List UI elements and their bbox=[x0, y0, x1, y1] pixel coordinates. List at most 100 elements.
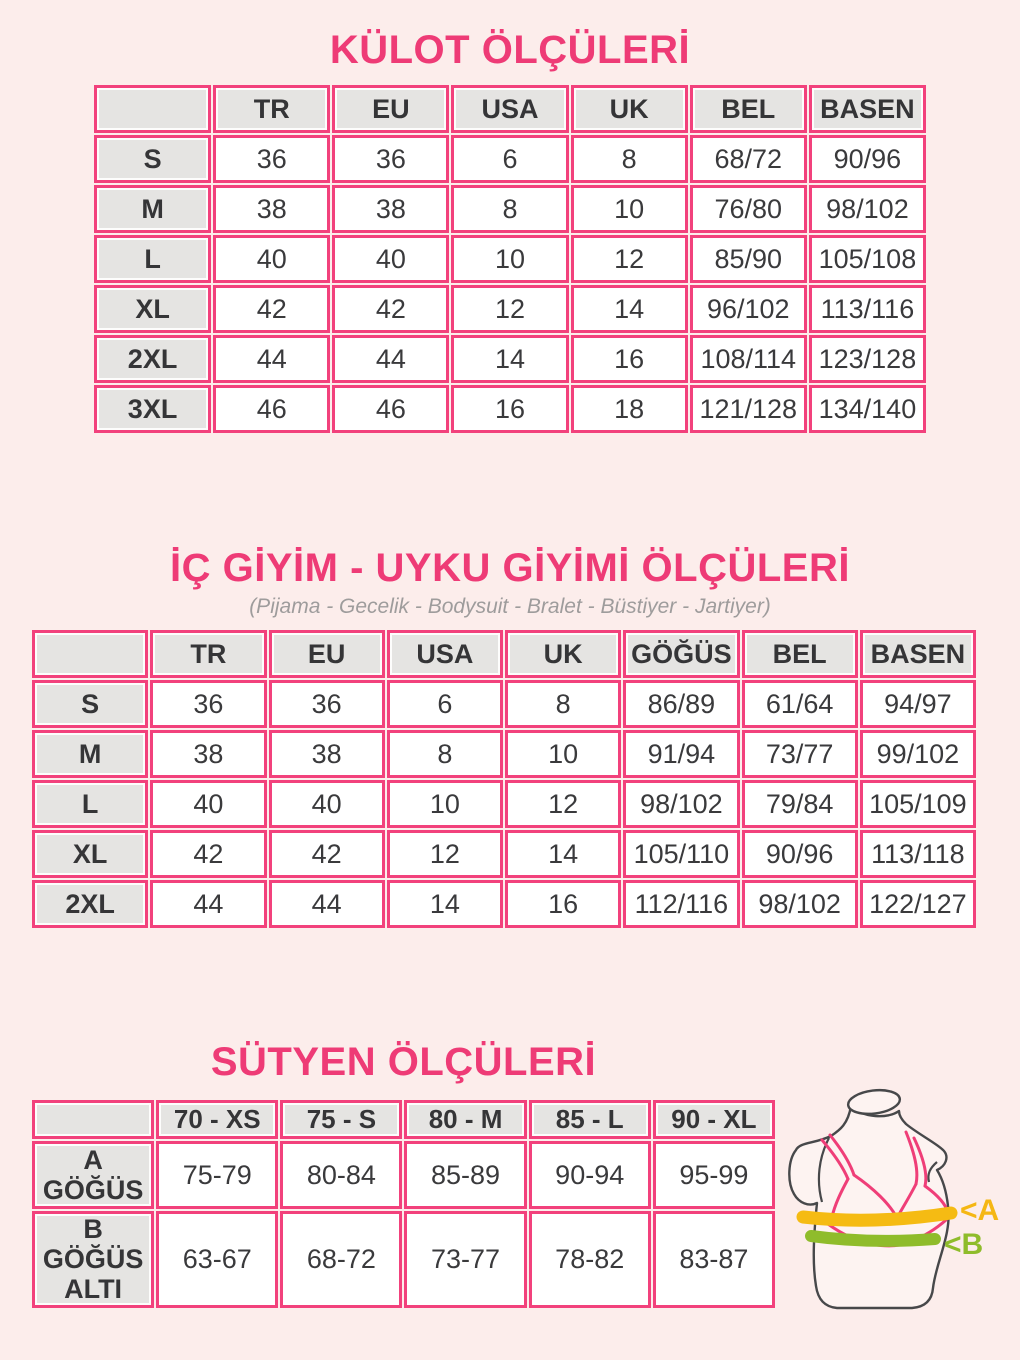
table-row: 3XL 46 46 16 18 121/128 134/140 bbox=[94, 385, 926, 433]
size-value-cell: 68/72 bbox=[689, 135, 807, 183]
size-value-cell: 12 bbox=[570, 235, 688, 283]
size-value-cell: 105/110 bbox=[623, 830, 740, 878]
size-value-cell: 73/77 bbox=[741, 730, 858, 778]
size-value-cell: 12 bbox=[451, 285, 569, 333]
column-header: GÖĞÜS bbox=[623, 630, 740, 678]
column-header: 80 - M bbox=[404, 1100, 527, 1139]
size-value-cell: 73-77 bbox=[404, 1211, 527, 1308]
size-value-cell: 38 bbox=[213, 185, 331, 233]
size-value-cell: 40 bbox=[268, 780, 385, 828]
table-row: M 38 38 8 10 76/80 98/102 bbox=[94, 185, 926, 233]
size-value-cell: 12 bbox=[386, 830, 503, 878]
size-value-cell: 61/64 bbox=[741, 680, 858, 728]
size-value-cell: 14 bbox=[386, 880, 503, 928]
size-value-cell: 105/108 bbox=[808, 235, 926, 283]
size-value-cell: 16 bbox=[570, 335, 688, 383]
corner-cell bbox=[94, 85, 212, 133]
size-value-cell: 44 bbox=[268, 880, 385, 928]
size-value-cell: 10 bbox=[570, 185, 688, 233]
column-header: 90 - XL bbox=[652, 1100, 775, 1139]
size-value-cell: 134/140 bbox=[808, 385, 926, 433]
size-value-cell: 98/102 bbox=[623, 780, 740, 828]
size-value-cell: 112/116 bbox=[623, 880, 740, 928]
size-value-cell: 42 bbox=[213, 285, 331, 333]
row-label: M bbox=[32, 730, 149, 778]
bust-band-a bbox=[796, 1206, 958, 1227]
size-value-cell: 95-99 bbox=[652, 1141, 775, 1209]
sutyen-section-title: SÜTYEN ÖLÇÜLERİ bbox=[210, 1040, 597, 1084]
size-value-cell: 98/102 bbox=[741, 880, 858, 928]
column-header: BASEN bbox=[808, 85, 926, 133]
column-header: 70 - XS bbox=[156, 1100, 279, 1139]
underbust-band-b bbox=[805, 1230, 941, 1247]
size-value-cell: 8 bbox=[386, 730, 503, 778]
size-value-cell: 14 bbox=[451, 335, 569, 383]
icgiyim-section-subtitle: (Pijama - Gecelik - Bodysuit - Bralet - … bbox=[249, 595, 771, 618]
column-header: UK bbox=[570, 85, 688, 133]
bra-measurement-figure: <A <B bbox=[788, 1088, 999, 1310]
size-value-cell: 105/109 bbox=[859, 780, 976, 828]
size-value-cell: 42 bbox=[268, 830, 385, 878]
icgiyim-size-table: TR EU USA UK GÖĞÜS BEL BASEN S 36 36 6 8 86/89 61/64 9… bbox=[30, 628, 978, 930]
row-label: 3XL bbox=[94, 385, 212, 433]
header-row: TR EU USA UK GÖĞÜS BEL BASEN bbox=[32, 630, 976, 678]
size-value-cell: 91/94 bbox=[623, 730, 740, 778]
size-value-cell: 14 bbox=[570, 285, 688, 333]
size-value-cell: 44 bbox=[332, 335, 450, 383]
size-value-cell: 94/97 bbox=[859, 680, 976, 728]
icgiyim-section-title: İÇ GİYİM - UYKU GİYİMİ ÖLÇÜLERİ bbox=[170, 546, 850, 590]
size-value-cell: 122/127 bbox=[859, 880, 976, 928]
size-value-cell: 8 bbox=[451, 185, 569, 233]
row-label: M bbox=[94, 185, 212, 233]
size-value-cell: 42 bbox=[150, 830, 267, 878]
kulot-size-table: TR EU USA UK BEL BASEN S 36 36 6 8 68/72 90/96 M 38 38 8… bbox=[92, 83, 928, 435]
size-value-cell: 76/80 bbox=[689, 185, 807, 233]
table-row: A GÖĞÜS 75-79 80-84 85-89 90-94 95-99 bbox=[32, 1141, 775, 1209]
size-value-cell: 79/84 bbox=[741, 780, 858, 828]
size-value-cell: 44 bbox=[150, 880, 267, 928]
size-value-cell: 80-84 bbox=[280, 1141, 403, 1209]
size-value-cell: 113/116 bbox=[808, 285, 926, 333]
column-header: EU bbox=[268, 630, 385, 678]
band-a-label: <A bbox=[960, 1194, 999, 1227]
size-value-cell: 99/102 bbox=[859, 730, 976, 778]
column-header: BASEN bbox=[859, 630, 976, 678]
size-value-cell: 36 bbox=[268, 680, 385, 728]
column-header: EU bbox=[332, 85, 450, 133]
size-value-cell: 10 bbox=[386, 780, 503, 828]
size-value-cell: 12 bbox=[505, 780, 622, 828]
table-row: S 36 36 6 8 68/72 90/96 bbox=[94, 135, 926, 183]
table-row: L 40 40 10 12 98/102 79/84 105/109 bbox=[32, 780, 976, 828]
row-label: L bbox=[94, 235, 212, 283]
size-value-cell: 38 bbox=[150, 730, 267, 778]
size-value-cell: 63-67 bbox=[156, 1211, 279, 1308]
corner-cell bbox=[32, 630, 149, 678]
size-value-cell: 83-87 bbox=[652, 1211, 775, 1308]
size-value-cell: 121/128 bbox=[689, 385, 807, 433]
row-label: B GÖĞÜS ALTI bbox=[32, 1211, 155, 1308]
row-label: XL bbox=[32, 830, 149, 878]
table-row: L 40 40 10 12 85/90 105/108 bbox=[94, 235, 926, 283]
size-value-cell: 86/89 bbox=[623, 680, 740, 728]
size-value-cell: 40 bbox=[213, 235, 331, 283]
column-header: UK bbox=[505, 630, 622, 678]
size-value-cell: 8 bbox=[505, 680, 622, 728]
table-row: XL 42 42 12 14 105/110 90/96 113/118 bbox=[32, 830, 976, 878]
column-header: TR bbox=[150, 630, 267, 678]
row-label: S bbox=[94, 135, 212, 183]
size-value-cell: 14 bbox=[505, 830, 622, 878]
size-value-cell: 36 bbox=[150, 680, 267, 728]
size-value-cell: 40 bbox=[332, 235, 450, 283]
corner-cell bbox=[32, 1100, 155, 1139]
size-value-cell: 36 bbox=[332, 135, 450, 183]
column-header: BEL bbox=[741, 630, 858, 678]
size-value-cell: 46 bbox=[213, 385, 331, 433]
size-value-cell: 16 bbox=[451, 385, 569, 433]
row-label: L bbox=[32, 780, 149, 828]
table-row: 2XL 44 44 14 16 112/116 98/102 122/127 bbox=[32, 880, 976, 928]
size-value-cell: 98/102 bbox=[808, 185, 926, 233]
column-header: 75 - S bbox=[280, 1100, 403, 1139]
table-row: B GÖĞÜS ALTI 63-67 68-72 73-77 78-82 83-87 bbox=[32, 1211, 775, 1308]
size-value-cell: 36 bbox=[213, 135, 331, 183]
